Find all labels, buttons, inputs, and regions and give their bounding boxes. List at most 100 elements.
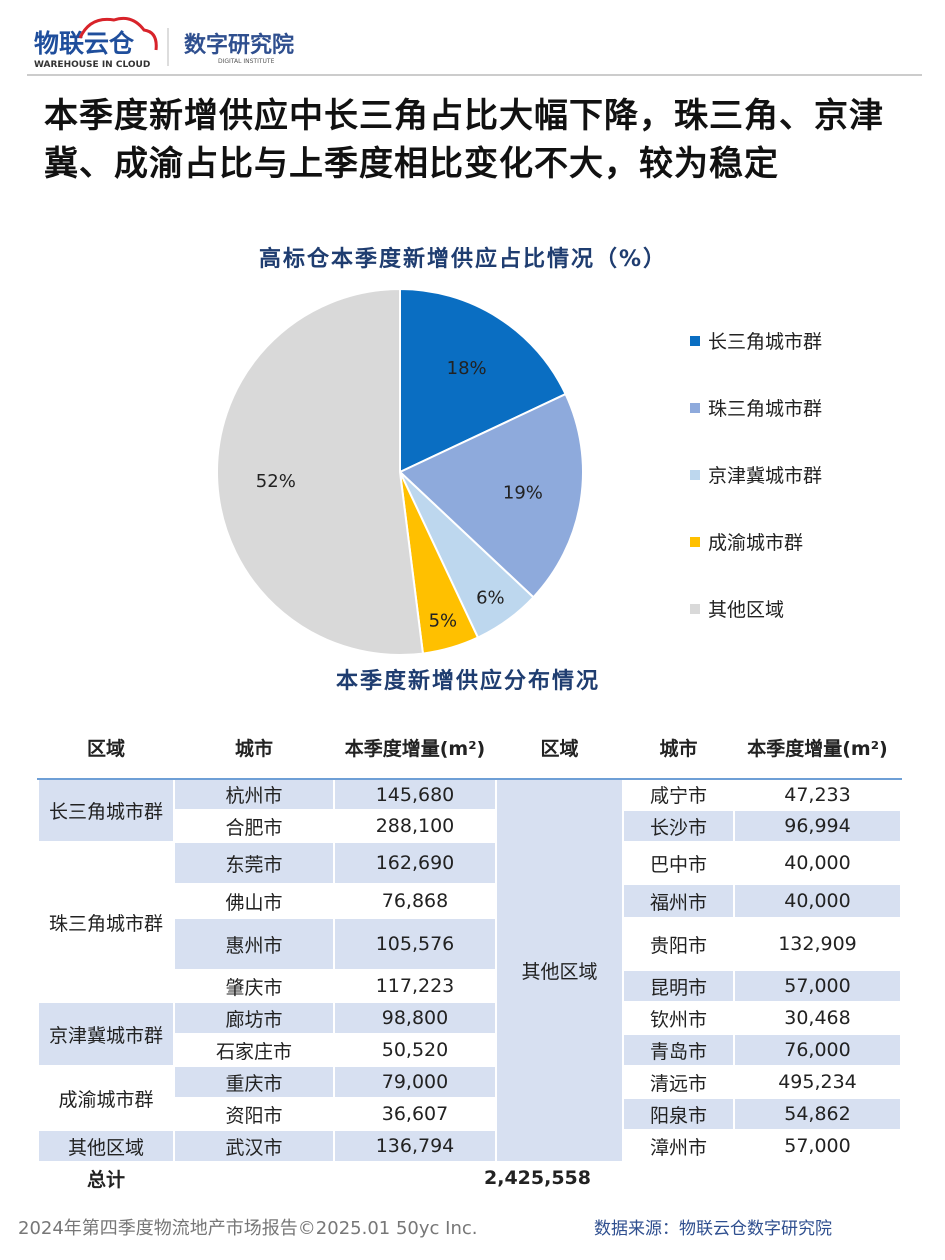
table-cell: 福州市 [622,883,735,919]
table-cell: 2,425,558 [173,1161,902,1195]
table-cell: 76,000 [733,1033,902,1067]
table-cell: 廊坊市 [173,1001,335,1035]
header-row: 区域 城市 本季度增量(m²) 区域 城市 本季度增量(m²) [37,714,902,780]
table-cell: 145,680 [333,778,497,811]
table-cell: 钦州市 [622,1001,735,1035]
chart-title: 高标仓本季度新增供应占比情况（%） [259,246,667,272]
table-row: 其他区域 武汉市 136,794 漳州市 57,000 [37,1129,902,1163]
table-cell: 佛山市 [173,883,335,919]
table-cell: 其他区域 [37,1129,175,1163]
legend-label: 京津冀城市群 [708,465,822,487]
table-cell: 96,994 [733,809,902,843]
table-row: 成渝城市群 重庆市 79,000 清远市 495,234 [37,1065,902,1131]
table-cell: 杭州市 [173,778,335,811]
table-cell: 40,000 [733,883,902,919]
table-row: 资阳市 36,607 阳泉市 54,862 [38,1097,902,1131]
table-cell: 76,868 [333,883,497,919]
total-row: 总计 2,425,558 [37,1161,902,1195]
table-row: 合肥市 288,100 长沙市 96,994 [38,809,902,843]
table-cell: 东莞市 [173,841,335,885]
table-row: 珠三角城市群 东莞市 162,690 巴中市 40,000 [37,841,902,1003]
pie-slice [399,287,567,474]
table: 区域 城市 本季度增量(m²) 区域 城市 本季度增量(m²) 长三角城市群 杭州… [37,714,902,1195]
table-row: 京津冀城市群 廊坊市 98,800 钦州市 30,468 [37,1001,902,1067]
table-cell: 总计 [37,1161,175,1195]
header-cell: 区域 [495,714,624,780]
footer-left: 2024年第四季度物流地产市场报告©2025.01 50yc Inc. [18,1218,478,1239]
table-cell: 30,468 [733,1001,902,1035]
headline: 本季度新增供应中长三角占比大幅下降，珠三角、京津冀、成渝占比与上季度相比变化不大… [44,96,884,184]
table-cell: 京津冀城市群 [37,1001,175,1067]
table-cell: 47,233 [733,778,902,811]
table-cell: 重庆市 [173,1065,335,1099]
header-cell: 城市 [622,714,735,780]
logo-sub: WAREHOUSE IN CLOUD [34,60,150,70]
legend-label: 其他区域 [708,599,784,621]
data-label: 18% [447,358,487,379]
table-cell: 漳州市 [622,1129,735,1163]
table-cell: 武汉市 [173,1129,335,1163]
table-row: 石家庄市 50,520 青岛市 76,000 [38,1033,902,1067]
table-row: 佛山市 76,868 福州市 40,000 [38,883,902,919]
logo-main: 物联云仓 [34,29,135,58]
table-cell: 132,909 [733,917,902,971]
legend-label: 珠三角城市群 [708,398,822,420]
table-row: 惠州市 105,576 贵阳市 132,909 [38,917,902,971]
table-cell: 57,000 [733,1129,902,1163]
table-row: 肇庆市 117,223 昆明市 57,000 [38,969,902,1003]
data-label: 6% [476,587,505,608]
data-label: 52% [256,471,296,492]
institute-sub: DIGITAL INSTITUTE [218,58,275,65]
legend-swatch [690,470,700,480]
table-cell: 54,862 [733,1097,902,1131]
legend-swatch [690,537,700,547]
table-cell: 资阳市 [173,1097,335,1131]
table-cell: 肇庆市 [173,969,335,1003]
table-cell: 495,234 [733,1065,902,1099]
pie-slice [398,392,584,599]
table-cell: 79,000 [333,1065,497,1099]
table-cell: 长沙市 [622,809,735,843]
top-graphic: 物联云仓 WAREHOUSE IN CLOUD 数字研究院 DIGITAL IN… [27,16,922,694]
table-cell: 其他区域 [495,778,624,1163]
legend-swatch [690,403,700,413]
table-cell: 98,800 [333,1001,497,1035]
institute: 数字研究院 [184,32,294,58]
legend-swatch [690,604,700,614]
header-cell: 城市 [173,714,335,780]
pie: 18% 19% 6% 5% 52% [216,287,584,656]
data-label: 5% [429,611,458,632]
table-row: 长三角城市群 杭州市 145,680 其他区域 咸宁市 47,233 [37,778,902,1163]
footer-right: 数据来源：物联云仓数字研究院 [594,1219,832,1239]
header-cell: 本季度增量(m²) [333,714,497,780]
pie-slice [216,287,425,656]
table-cell: 青岛市 [622,1033,735,1067]
table-cell: 57,000 [733,969,902,1003]
table-cell: 36,607 [333,1097,497,1131]
table-cell: 合肥市 [173,809,335,843]
table-cell: 石家庄市 [173,1033,335,1067]
legend-label: 长三角城市群 [708,331,822,353]
header-cell: 区域 [37,714,175,780]
logo-cloud [78,16,158,51]
table-title: 本季度新增供应分布情况 [336,668,600,694]
table-cell: 50,520 [333,1033,497,1067]
table-cell: 40,000 [733,841,902,885]
table-cell: 巴中市 [622,841,735,885]
table-cell: 昆明市 [622,969,735,1003]
table-cell: 136,794 [333,1129,497,1163]
legend-swatch [690,336,700,346]
table-cell: 105,576 [333,917,497,971]
table-cell: 长三角城市群 [37,778,175,843]
table-cell: 288,100 [333,809,497,843]
table-cell: 惠州市 [173,917,335,971]
table-cell: 162,690 [333,841,497,885]
legend-label: 成渝城市群 [708,532,803,554]
table-cell: 117,223 [333,969,497,1003]
table-cell: 成渝城市群 [37,1065,175,1131]
data-label: 19% [503,482,543,503]
table-cell: 清远市 [622,1065,735,1099]
table-cell: 咸宁市 [622,778,735,811]
